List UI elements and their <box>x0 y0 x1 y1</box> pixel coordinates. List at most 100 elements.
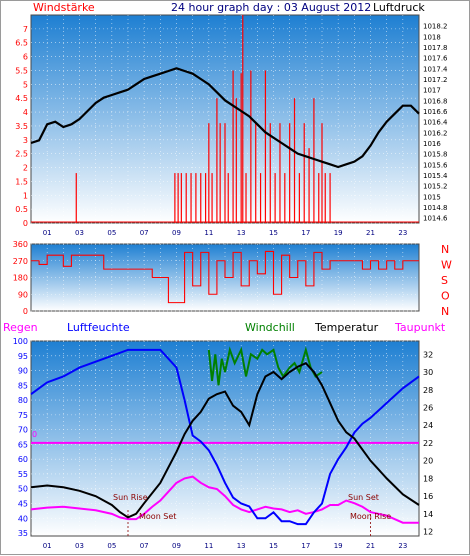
hour-tick-label: 09 <box>172 542 181 550</box>
pressure-tick-label: 1017.2 <box>423 76 448 84</box>
humidity-tick-label: 65 <box>18 440 28 449</box>
direction-tick-label: 90 <box>18 290 28 299</box>
wind-tick-label: 4.5 <box>15 94 28 103</box>
hour-tick-label: 13 <box>237 229 246 237</box>
pressure-tick-label: 1015 <box>423 193 441 201</box>
humidity-tick-label: 100 <box>13 337 28 346</box>
pressure-line <box>30 67 420 169</box>
pressure-tick-label: 1015.4 <box>423 172 448 180</box>
temperature-line <box>30 361 420 519</box>
humidity-tick-label: 90 <box>18 367 28 376</box>
dewpoint-line <box>30 475 419 524</box>
hour-tick-label: 19 <box>334 229 343 237</box>
temperature-tick-label: 28 <box>423 386 433 395</box>
pressure-tick-label: 1014.8 <box>423 204 448 212</box>
humidity-tick-label: 95 <box>18 352 28 361</box>
temperature-tick-label: 22 <box>423 439 433 448</box>
wind-tick-label: 0.5 <box>15 205 28 214</box>
wind-tick-label: 3 <box>23 136 28 145</box>
temperature-tick-label: 24 <box>423 421 433 430</box>
humidity-tick-label: 80 <box>18 396 28 405</box>
compass-letter: O <box>441 290 450 303</box>
hour-tick-label: 17 <box>301 229 310 237</box>
pressure-tick-label: 1014.6 <box>423 215 448 223</box>
hour-tick-label: 19 <box>334 542 343 550</box>
sun-set-label: Sun Set <box>348 493 379 502</box>
pressure-tick-label: 1015.2 <box>423 183 448 191</box>
hour-tick-label: 07 <box>140 229 149 237</box>
direction-tick-label: 270 <box>13 257 28 266</box>
wind-tick-label: 6 <box>23 53 28 62</box>
temperature-tick-label: 18 <box>423 474 433 483</box>
pressure-tick-label: 1017 <box>423 87 441 95</box>
rain-zero-marker: 0 <box>32 430 38 439</box>
temperature-label: Temperatur <box>315 321 379 334</box>
humidity-tick-label: 60 <box>18 455 28 464</box>
pressure-tick-label: 1017.6 <box>423 55 448 63</box>
wind-tick-label: 0 <box>23 219 28 228</box>
hour-tick-label: 11 <box>204 229 213 237</box>
compass-letter: W <box>441 259 452 272</box>
hour-tick-label: 21 <box>366 542 375 550</box>
humidity-tick-label: 50 <box>18 485 28 494</box>
wind-tick-label: 4 <box>23 108 28 117</box>
chart-title: 24 hour graph day : 03 August 2012 <box>171 1 372 14</box>
wind-tick-label: 5 <box>23 80 28 89</box>
sun-rise-label: Sun Rise <box>113 493 148 502</box>
compass-letter: N <box>441 305 449 318</box>
direction-tick-label: 0 <box>23 307 28 316</box>
hour-tick-label: 23 <box>398 229 407 237</box>
humidity-tick-label: 55 <box>18 470 28 479</box>
humidity-tick-label: 75 <box>18 411 28 420</box>
dewpoint-label: Taupunkt <box>395 321 446 334</box>
hour-tick-label: 05 <box>107 542 116 550</box>
humidity-tick-label: 45 <box>18 500 28 509</box>
wind-tick-label: 2.5 <box>15 150 28 159</box>
pressure-tick-label: 1016.6 <box>423 108 448 116</box>
pressure-tick-label: 1017.4 <box>423 65 448 73</box>
wind-tick-label: 3.5 <box>15 122 28 131</box>
wind-tick-label: 5.5 <box>15 66 28 75</box>
humidity-tick-label: 35 <box>18 529 28 538</box>
temperature-tick-label: 16 <box>423 492 433 501</box>
moon-rise-label: Moon Rise <box>350 512 392 521</box>
pressure-tick-label: 1016.4 <box>423 119 448 127</box>
pressure-tick-label: 1016.8 <box>423 97 448 105</box>
hour-tick-label: 23 <box>398 542 407 550</box>
humidity-tick-label: 40 <box>18 514 28 523</box>
humidity-tick-label: 70 <box>18 426 28 435</box>
pressure-tick-label: 1017.8 <box>423 44 448 52</box>
temperature-tick-label: 12 <box>423 528 433 537</box>
rain-label: Regen <box>3 321 38 334</box>
wind-direction-line <box>31 250 419 304</box>
direction-tick-label: 360 <box>13 240 28 249</box>
hour-tick-label: 21 <box>366 229 375 237</box>
hour-tick-label: 07 <box>140 542 149 550</box>
windchill-line <box>207 346 323 386</box>
temperature-tick-label: 14 <box>423 510 433 519</box>
hour-tick-label: 15 <box>269 229 278 237</box>
humidity-line <box>30 348 420 526</box>
humidity-label: Luftfeuchte <box>67 321 130 334</box>
compass-letter: S <box>441 274 448 287</box>
hour-tick-label: 11 <box>204 542 213 550</box>
humidity-tick-label: 85 <box>18 381 28 390</box>
hour-tick-label: 01 <box>43 229 52 237</box>
pressure-tick-label: 1016 <box>423 140 441 148</box>
pressure-label: Luftdruck <box>373 1 425 14</box>
windchill-label: Windchill <box>245 321 295 334</box>
hour-tick-label: 13 <box>237 542 246 550</box>
compass-letter: N <box>441 243 449 256</box>
wind-tick-label: 6.5 <box>15 39 28 48</box>
hour-tick-label: 03 <box>75 229 84 237</box>
hour-tick-label: 05 <box>107 229 116 237</box>
pressure-tick-label: 1018.2 <box>423 23 448 31</box>
temperature-tick-label: 32 <box>423 350 433 359</box>
hour-tick-label: 09 <box>172 229 181 237</box>
wind-tick-label: 1.5 <box>15 177 28 186</box>
temperature-tick-label: 30 <box>423 368 433 377</box>
direction-tick-label: 180 <box>13 274 28 283</box>
pressure-tick-label: 1016.2 <box>423 129 448 137</box>
pressure-tick-label: 1018 <box>423 33 441 41</box>
